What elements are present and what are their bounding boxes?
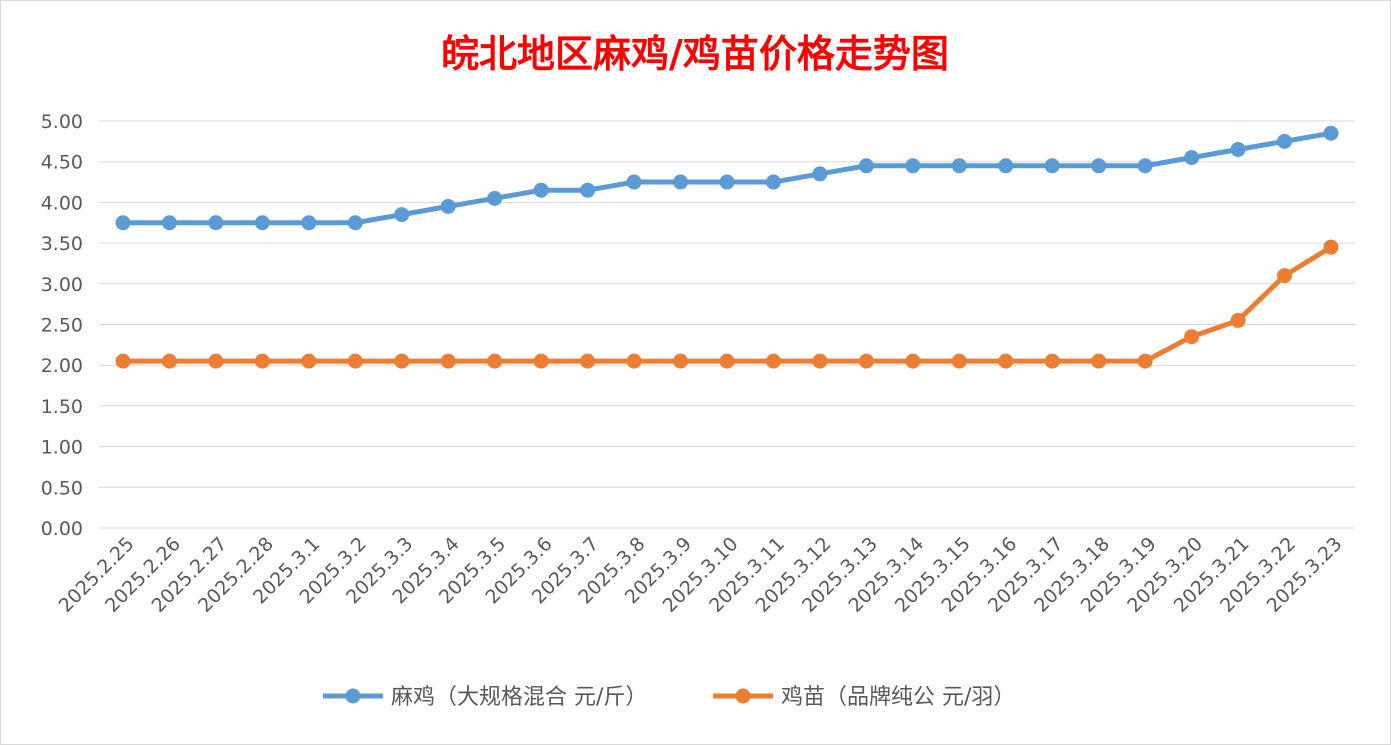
legend-label: 麻鸡（大规格混合 元/斤） — [391, 685, 647, 710]
series-1 — [115, 125, 1339, 231]
legend-item: 鸡苗（品牌纯公 元/羽） — [713, 685, 1015, 710]
data-point — [1184, 150, 1200, 166]
legend-swatch-marker — [735, 688, 751, 704]
data-point — [115, 353, 131, 369]
data-point — [905, 353, 921, 369]
data-point — [208, 215, 224, 231]
data-point — [1184, 329, 1200, 345]
data-point — [301, 215, 317, 231]
data-point — [533, 182, 549, 198]
data-point — [1137, 353, 1153, 369]
data-point — [1137, 158, 1153, 174]
data-point — [1044, 158, 1060, 174]
data-point — [1323, 125, 1339, 141]
y-tick-label: 1.00 — [41, 437, 83, 459]
data-point — [580, 353, 596, 369]
data-point — [254, 353, 270, 369]
data-point — [208, 353, 224, 369]
data-point — [394, 207, 410, 223]
data-point — [347, 215, 363, 231]
y-tick-label: 5.00 — [41, 111, 83, 133]
y-tick-label: 2.50 — [41, 315, 83, 337]
y-tick-label: 4.00 — [41, 192, 83, 214]
series-2 — [115, 239, 1339, 369]
data-point — [812, 166, 828, 182]
data-point — [812, 353, 828, 369]
data-point — [301, 353, 317, 369]
data-point — [487, 353, 503, 369]
data-point — [1230, 312, 1246, 328]
data-point — [1091, 158, 1107, 174]
data-point — [951, 158, 967, 174]
y-tick-label: 0.00 — [41, 518, 83, 540]
data-point — [673, 174, 689, 190]
data-point — [719, 353, 735, 369]
data-point — [998, 353, 1014, 369]
y-tick-label: 3.50 — [41, 233, 83, 255]
data-point — [905, 158, 921, 174]
data-point — [580, 182, 596, 198]
data-point — [673, 353, 689, 369]
legend: 麻鸡（大规格混合 元/斤） 鸡苗（品牌纯公 元/羽） — [323, 685, 1015, 710]
series-line — [120, 244, 1334, 364]
data-point — [858, 158, 874, 174]
series-lines — [115, 125, 1339, 369]
data-point — [998, 158, 1014, 174]
chart-title: 皖北地区麻鸡/鸡苗价格走势图 — [441, 31, 949, 76]
data-point — [1230, 141, 1246, 157]
data-point — [347, 353, 363, 369]
data-point — [765, 174, 781, 190]
data-point — [1044, 353, 1060, 369]
data-point — [1091, 353, 1107, 369]
data-point — [765, 353, 781, 369]
data-point — [115, 215, 131, 231]
data-point — [719, 174, 735, 190]
y-tick-label: 2.00 — [41, 355, 83, 377]
legend-swatch-marker — [345, 688, 361, 704]
y-tick-label: 3.00 — [41, 274, 83, 296]
data-point — [440, 353, 456, 369]
data-point — [533, 353, 549, 369]
data-point — [161, 215, 177, 231]
data-point — [394, 353, 410, 369]
data-point — [951, 353, 967, 369]
data-point — [1323, 239, 1339, 255]
data-point — [858, 353, 874, 369]
y-tick-label: 0.50 — [41, 477, 83, 499]
data-point — [1277, 268, 1293, 284]
x-axis-tick-labels: 2025.2.252025.2.262025.2.272025.2.282025… — [55, 533, 1347, 617]
data-point — [254, 215, 270, 231]
y-tick-label: 4.50 — [41, 152, 83, 174]
data-point — [487, 190, 503, 206]
y-axis-tick-labels: 0.00 0.50 1.00 1.50 2.00 2.50 3.00 3.50 4.00 4.50… — [41, 111, 83, 540]
y-tick-label: 1.50 — [41, 396, 83, 418]
legend-label: 鸡苗（品牌纯公 元/羽） — [781, 685, 1015, 710]
legend-item: 麻鸡（大规格混合 元/斤） — [323, 685, 647, 710]
data-point — [161, 353, 177, 369]
data-point — [1277, 133, 1293, 149]
data-point — [626, 174, 642, 190]
data-point — [440, 198, 456, 214]
data-point — [626, 353, 642, 369]
